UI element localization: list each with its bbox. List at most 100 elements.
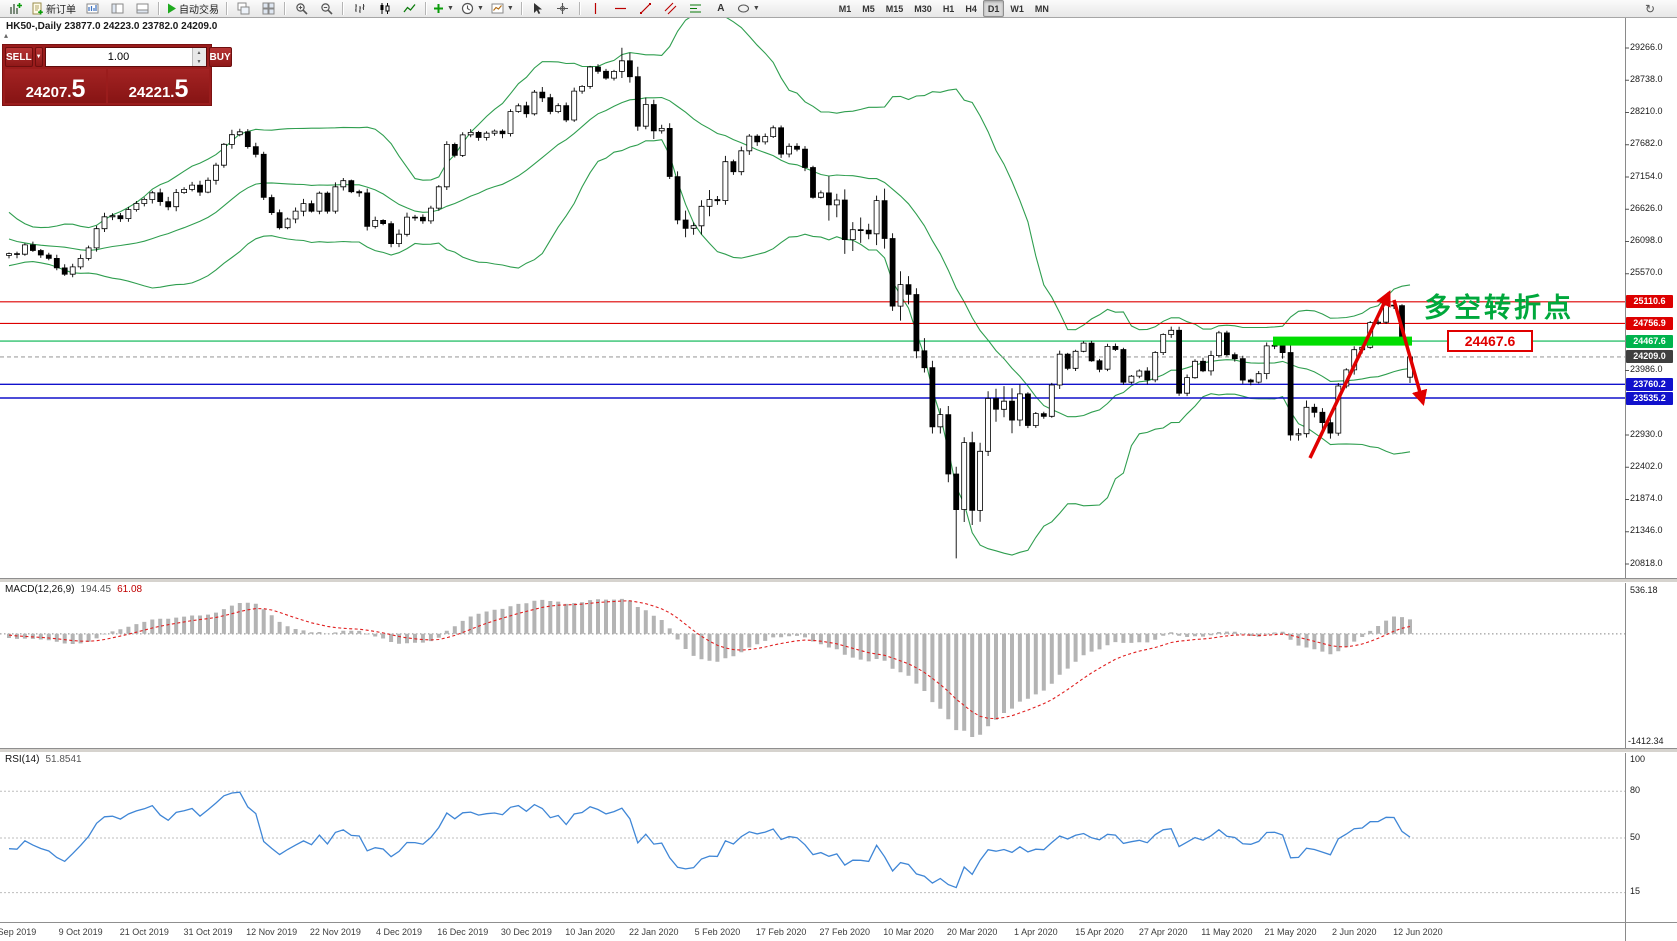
date-label: 22 Nov 2019 xyxy=(309,927,361,937)
new-order-label: 新订单 xyxy=(46,5,76,16)
candles-up xyxy=(6,60,1413,511)
new-chart-icon[interactable] xyxy=(3,0,27,18)
axis-tick-label: 28738.0 xyxy=(1630,73,1663,84)
market-watch-icon[interactable] xyxy=(80,0,104,18)
date-label: 16 Dec 2019 xyxy=(437,927,489,937)
rsi-label: RSI(14) 51.8541 xyxy=(5,754,82,765)
axis-tick-label: 20818.0 xyxy=(1630,557,1663,568)
down-trend-arrow xyxy=(1392,299,1428,407)
timeframe-button-m1[interactable]: M1 xyxy=(838,3,852,14)
axis-tick-label: 21346.0 xyxy=(1630,525,1663,536)
sell-button[interactable]: SELL xyxy=(5,47,33,67)
panel-separator[interactable] xyxy=(0,748,1677,753)
panel-separator[interactable] xyxy=(0,578,1677,583)
chevron-down-icon: ▼ xyxy=(506,5,514,12)
timeframe-button-d1[interactable]: D1 xyxy=(982,0,1005,17)
date-label: 10 Jan 2020 xyxy=(565,927,615,937)
new-order-button[interactable]: 新订单 xyxy=(28,0,79,18)
axis-tick-label: 22930.0 xyxy=(1630,428,1663,439)
crosshair-icon[interactable] xyxy=(551,0,575,18)
axis-tick-label: 100 xyxy=(1630,753,1646,764)
price-level-label: 23760.2 xyxy=(1626,377,1673,391)
axis-tick-label: 26626.0 xyxy=(1630,202,1663,213)
candlestick-icon[interactable] xyxy=(372,0,396,18)
auto-scroll-icon[interactable]: ↻ xyxy=(1644,1,1656,16)
axis-tick-label: 27154.0 xyxy=(1630,170,1663,181)
new-window-icon[interactable] xyxy=(231,0,255,18)
price-level-label: 24756.9 xyxy=(1626,316,1673,330)
macd-main-value: 194.45 xyxy=(80,584,112,595)
date-label: 12 Jun 2020 xyxy=(1393,927,1443,937)
date-label: 15 Apr 2020 xyxy=(1075,927,1124,937)
zoom-out-icon[interactable] xyxy=(314,0,338,18)
date-label: 21 May 2020 xyxy=(1264,927,1317,937)
bar-chart-icon[interactable] xyxy=(347,0,371,18)
date-label: 12 Nov 2019 xyxy=(246,927,298,937)
toolbar-separator xyxy=(226,2,227,15)
candles-down xyxy=(14,60,1405,511)
terminal-icon[interactable] xyxy=(130,0,154,18)
sell-price[interactable]: 24207. 5 xyxy=(5,69,106,103)
date-label: 1 Apr 2020 xyxy=(1014,927,1058,937)
toolbar-separator xyxy=(284,2,285,15)
buy-button[interactable]: BUY xyxy=(208,47,232,67)
timeframe-button-m15[interactable]: M15 xyxy=(885,3,904,14)
navigator-icon[interactable] xyxy=(105,0,129,18)
templates-icon[interactable]: ▼ xyxy=(488,0,517,18)
sell-price-pips: 5 xyxy=(71,74,86,103)
up-trend-arrow xyxy=(1308,290,1391,459)
chart-plot-area[interactable] xyxy=(0,18,1625,578)
chevron-down-icon: ▼ xyxy=(447,5,454,12)
one-click-trading-panel: SELL ▼ ▲ ▼ BUY 24207.5 24221.5 xyxy=(2,44,232,106)
trade-panel-toggle-icon[interactable]: ▴ xyxy=(4,31,9,40)
buy-price[interactable]: 24221. 5 xyxy=(108,69,209,103)
chevron-down-icon: ▼ xyxy=(476,5,484,12)
rsi-value: 51.8541 xyxy=(45,754,82,765)
annotation-text[interactable]: 多空转折点 xyxy=(1424,293,1574,323)
shapes-icon[interactable]: ▼ xyxy=(734,0,763,18)
tile-windows-icon[interactable] xyxy=(256,0,280,18)
zoom-in-icon[interactable] xyxy=(289,0,313,18)
order-type-dropdown[interactable]: ▼ xyxy=(34,47,43,67)
volume-input[interactable] xyxy=(45,48,192,66)
timeframe-group: M1 M5 M15 M30 H1 H4 D1 W1 MN xyxy=(834,0,1054,17)
axis-tick-label: 23986.0 xyxy=(1630,364,1663,374)
timeframe-button-m30[interactable]: M30 xyxy=(914,3,932,14)
timeframe-button-h1[interactable]: H1 xyxy=(942,3,955,14)
vertical-line-icon[interactable] xyxy=(584,0,608,18)
date-label: 27 Apr 2020 xyxy=(1138,927,1188,937)
indicators-icon[interactable]: ▼ xyxy=(430,0,457,18)
macd-label: MACD(12,26,9) 194.45 61.08 xyxy=(5,584,143,595)
periods-icon[interactable]: ▼ xyxy=(458,0,487,18)
line-chart-icon[interactable] xyxy=(397,0,421,18)
toolbar-separator xyxy=(158,2,159,15)
date-label: 2 Jun 2020 xyxy=(1331,927,1377,937)
sell-price-main: 24207. xyxy=(25,84,72,101)
channel-icon[interactable] xyxy=(659,0,683,18)
highlight-zone[interactable] xyxy=(1273,336,1412,346)
macd-panel xyxy=(0,598,1625,737)
toolbar-separator xyxy=(342,2,343,15)
zone-price-label[interactable]: 24467.6 xyxy=(1447,330,1533,352)
text-icon[interactable]: A xyxy=(717,3,725,14)
fibonacci-icon[interactable] xyxy=(684,0,708,18)
new-order-icon xyxy=(32,2,43,15)
timeframe-button-mn[interactable]: MN xyxy=(1034,3,1049,14)
auto-trading-button[interactable]: 自动交易 xyxy=(163,0,222,18)
axis-tick-label: 15 xyxy=(1630,886,1641,897)
trendline-icon[interactable] xyxy=(634,0,658,18)
timeframe-button-m5[interactable]: M5 xyxy=(862,3,875,14)
volume-box: ▲ ▼ xyxy=(44,47,207,67)
volume-down-icon[interactable]: ▼ xyxy=(192,57,206,66)
cursor-icon[interactable] xyxy=(526,0,550,18)
buy-price-pips: 5 xyxy=(174,74,189,103)
main-toolbar: 新订单 自动交易 ▼ ▼ ▼ xyxy=(0,0,1677,18)
axis-tick-label: 26098.0 xyxy=(1630,235,1663,245)
volume-up-icon[interactable]: ▲ xyxy=(192,48,206,57)
timeframe-button-h4[interactable]: H4 xyxy=(965,3,977,14)
price-level-label: 23535.2 xyxy=(1626,391,1673,405)
timeframe-button-w1[interactable]: W1 xyxy=(1010,3,1024,14)
horizontal-line-icon[interactable] xyxy=(609,0,633,18)
date-label: 21 Oct 2019 xyxy=(119,927,169,937)
